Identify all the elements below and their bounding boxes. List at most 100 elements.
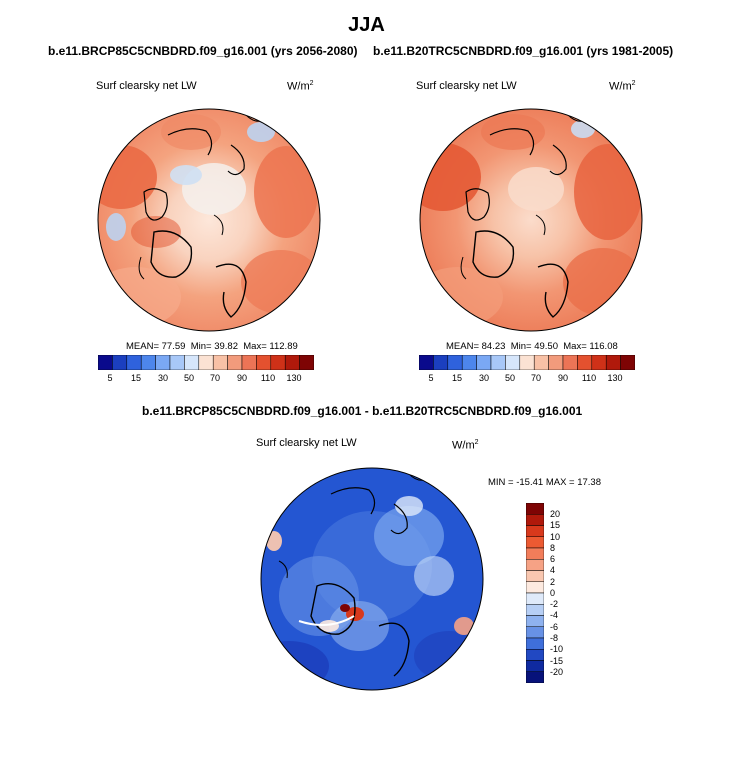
colorbar-swatch	[461, 355, 477, 370]
colorbar-tick-label: 15	[130, 373, 142, 383]
main-title: JJA	[348, 14, 385, 36]
panel1-min-label: Min=	[190, 341, 212, 352]
colorbar-swatch	[526, 671, 544, 683]
colorbar-swatch	[526, 514, 544, 526]
colorbar-tick-label: 5	[428, 373, 434, 383]
colorbar-swatch	[526, 536, 544, 549]
panel3-stats: MIN = -15.41 MAX = 17.38	[488, 477, 602, 488]
colorbar-tick-label: 5	[107, 373, 113, 383]
panel2-case-title: b.e11.B20TRC5CNBDRD.f09_g16.001 (yrs 198…	[373, 44, 674, 58]
colorbar-tick-label: 30	[478, 373, 490, 383]
colorbar-swatch	[526, 592, 544, 605]
panel2-mean-value: 84.23	[481, 341, 506, 352]
colorbar-tick-label: 70	[209, 373, 221, 383]
colorbar-swatch	[284, 355, 300, 370]
colorbar-swatch	[198, 355, 214, 370]
colorbar-swatch	[526, 626, 544, 639]
colorbar-swatch	[169, 355, 185, 370]
colorbar-swatch	[526, 615, 544, 627]
panel1-case-title: b.e11.BRCP85C5CNBDRD.f09_g16.001 (yrs 20…	[48, 44, 358, 58]
colorbar-tick-label: -10	[550, 644, 564, 654]
panel1-mean-value: 77.59	[161, 341, 186, 352]
panel3-case-title: b.e11.BRCP85C5CNBDRD.f09_g16.001 - b.e11…	[142, 404, 583, 418]
colorbar-tick-label: 70	[530, 373, 542, 383]
colorbar-swatch	[447, 355, 463, 370]
colorbar-swatch	[526, 525, 544, 537]
colorbar-tick-label: 110	[581, 373, 597, 383]
colorbar-tick-label: -2	[550, 599, 559, 609]
colorbar-tick-label: 90	[557, 373, 569, 383]
colorbar-tick-label: -8	[550, 633, 559, 643]
colorbar-swatch	[620, 355, 635, 370]
colorbar-tick-label: 130	[286, 373, 302, 383]
colorbar-tick-label: 6	[550, 554, 556, 564]
colorbar-swatch	[476, 355, 492, 370]
colorbar-tick-label: 15	[550, 520, 561, 530]
panel1-colorbar	[98, 355, 314, 370]
panel2-units-label: W/m2	[609, 80, 636, 93]
panel3-colorbar-ticks: 20 15 10 8 6 4 2 0 -2 -4 -6 -8 -10 -15 -…	[550, 503, 580, 683]
colorbar-tick-label: 130	[607, 373, 623, 383]
panel1-min-value: 39.82	[214, 341, 238, 352]
colorbar-swatch	[270, 355, 286, 370]
panel3-variable-label: Surf clearsky net LW	[256, 437, 357, 449]
colorbar-swatch	[140, 355, 156, 370]
colorbar-swatch	[419, 355, 434, 370]
panel1-max-value: 112.89	[269, 341, 298, 352]
colorbar-swatch	[241, 355, 257, 370]
panel1-stats: MEAN= 77.59 Min= 39.82 Max= 112.89	[126, 341, 298, 352]
colorbar-swatch	[526, 581, 544, 594]
colorbar-swatch	[577, 355, 593, 370]
colorbar-swatch	[533, 355, 549, 370]
panel1-units-label: W/m2	[287, 80, 314, 93]
colorbar-swatch	[519, 355, 535, 370]
colorbar-swatch	[98, 355, 113, 370]
colorbar-tick-label: 30	[157, 373, 169, 383]
colorbar-tick-label: -4	[550, 610, 559, 620]
colorbar-swatch	[526, 503, 544, 515]
colorbar-tick-label: 90	[236, 373, 248, 383]
panel2-polar-map	[419, 108, 643, 332]
colorbar-swatch	[526, 570, 544, 582]
colorbar-tick-label: 110	[260, 373, 276, 383]
colorbar-swatch	[548, 355, 564, 370]
colorbar-tick-label: 50	[183, 373, 195, 383]
colorbar-swatch	[526, 559, 544, 571]
panel3-colorbar	[526, 503, 544, 683]
colorbar-tick-label: 20	[550, 509, 561, 519]
colorbar-tick-label: 0	[550, 588, 556, 598]
colorbar-swatch	[299, 355, 314, 370]
colorbar-tick-label: 8	[550, 543, 556, 553]
panel2-min-value: 49.50	[534, 341, 558, 352]
colorbar-swatch	[184, 355, 200, 370]
colorbar-swatch	[505, 355, 521, 370]
colorbar-swatch	[591, 355, 607, 370]
colorbar-tick-label: 2	[550, 577, 556, 587]
colorbar-tick-label: 10	[550, 532, 561, 542]
panel2-max-value: 116.08	[589, 341, 618, 352]
panel3-polar-map	[260, 467, 484, 691]
panel1-colorbar-ticks: 5 15 30 50 70 90 110 130	[98, 373, 314, 385]
panel1-polar-map	[97, 108, 321, 332]
panel2-min-label: Min=	[510, 341, 532, 352]
panel1-max-label: Max=	[243, 341, 267, 352]
colorbar-tick-label: -15	[550, 656, 564, 666]
colorbar-swatch	[490, 355, 506, 370]
panel2-variable-label: Surf clearsky net LW	[416, 80, 517, 92]
colorbar-swatch	[526, 649, 544, 661]
colorbar-swatch	[433, 355, 449, 370]
colorbar-swatch	[526, 547, 544, 560]
colorbar-tick-label: 4	[550, 565, 556, 575]
colorbar-swatch	[256, 355, 272, 370]
colorbar-swatch	[212, 355, 228, 370]
panel2-colorbar	[419, 355, 635, 370]
colorbar-tick-label: 50	[504, 373, 516, 383]
colorbar-swatch	[112, 355, 128, 370]
panel1-variable-label: Surf clearsky net LW	[96, 80, 197, 92]
panel1-mean-label: MEAN=	[126, 341, 159, 352]
colorbar-tick-label: -6	[550, 622, 559, 632]
colorbar-swatch	[526, 660, 544, 672]
colorbar-swatch	[605, 355, 621, 370]
panel2-colorbar-ticks: 5 15 30 50 70 90 110 130	[419, 373, 635, 385]
panel2-stats: MEAN= 84.23 Min= 49.50 Max= 116.08	[446, 341, 618, 352]
